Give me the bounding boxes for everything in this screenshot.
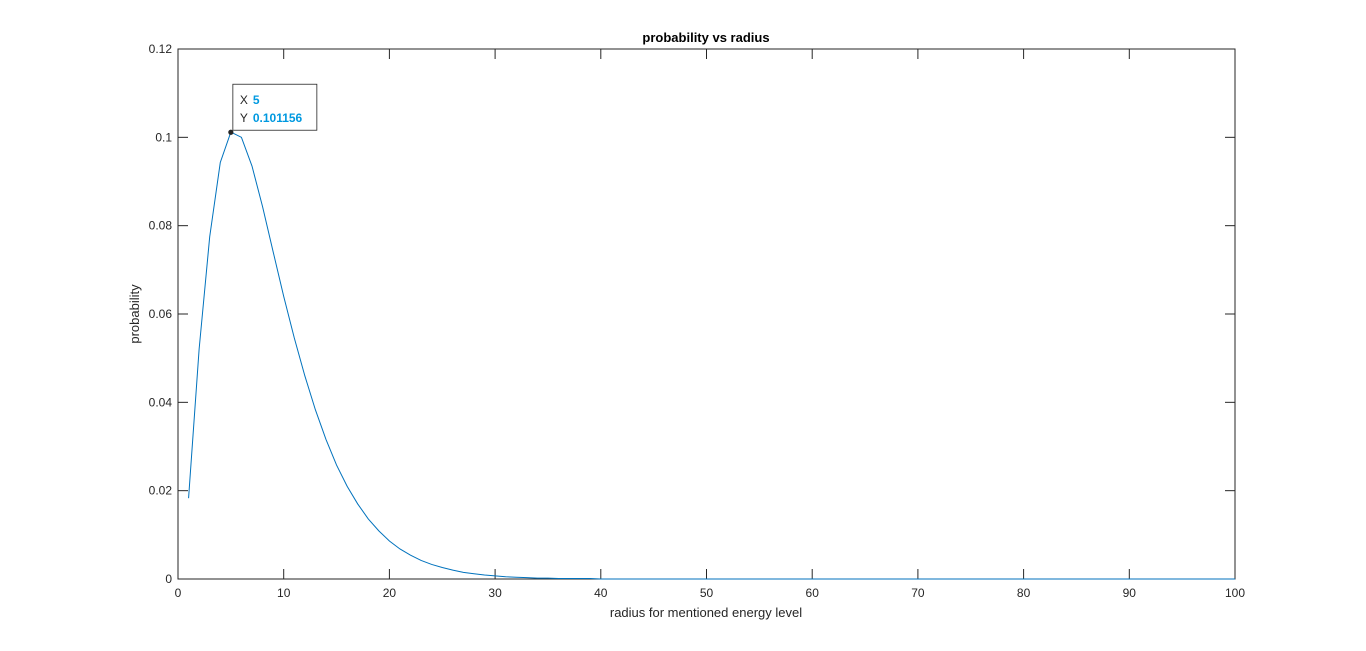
series-lines <box>188 131 1235 580</box>
data-tip-value: 0.101156 <box>253 111 303 125</box>
y-tick-label: 0 <box>165 572 172 586</box>
data-tip-value: 5 <box>253 93 260 107</box>
x-tick-label: 20 <box>383 586 397 600</box>
x-tick-labels: 0 10 20 30 40 50 60 70 80 90 100 <box>175 586 1246 600</box>
x-tick-label: 60 <box>806 586 820 600</box>
data-tip-label: X <box>240 93 248 107</box>
x-tick-label: 90 <box>1123 586 1137 600</box>
y-tick-label: 0.12 <box>149 42 173 56</box>
x-tick-label: 80 <box>1017 586 1031 600</box>
data-tip-marker[interactable] <box>228 129 234 135</box>
tick-marks <box>177 48 1236 580</box>
data-tip-label: Y <box>240 111 248 125</box>
y-tick-labels: 0 0.02 0.04 0.06 0.08 0.1 0.12 <box>149 42 173 586</box>
data-tip[interactable]: X 5Y 0.101156 <box>228 83 318 135</box>
plot-area[interactable]: 0 10 20 30 40 50 60 70 80 90 100 0 0.02 0.04 0.06 0.08… <box>149 42 1246 600</box>
x-tick-label: 30 <box>488 586 502 600</box>
x-tick-label: 40 <box>594 586 608 600</box>
y-tick-label: 0.1 <box>155 130 172 144</box>
y-tick-label: 0.06 <box>149 307 173 321</box>
x-tick-label: 50 <box>700 586 714 600</box>
series-line <box>188 131 1235 580</box>
x-tick-label: 0 <box>175 586 182 600</box>
y-tick-label: 0.02 <box>149 484 173 498</box>
x-tick-label: 70 <box>911 586 925 600</box>
axes-box <box>177 48 1236 580</box>
y-tick-label: 0.04 <box>149 395 173 409</box>
y-tick-label: 0.08 <box>149 219 173 233</box>
x-axis-label: radius for mentioned energy level <box>610 605 802 620</box>
chart-title: probability vs radius <box>642 30 769 45</box>
data-tip-box <box>232 83 318 131</box>
x-tick-label: 100 <box>1225 586 1245 600</box>
x-tick-label: 10 <box>277 586 291 600</box>
y-axis-label: probability <box>127 284 142 344</box>
